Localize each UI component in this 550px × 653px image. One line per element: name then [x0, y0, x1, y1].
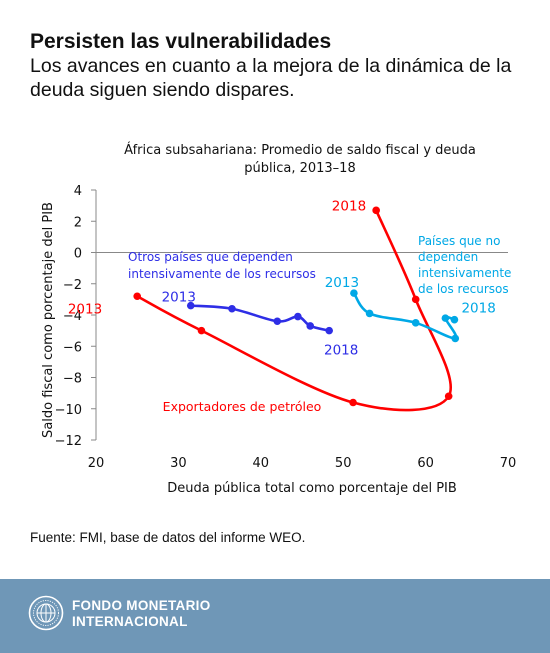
- y-tick-label: −2: [63, 278, 82, 293]
- org-name-line1: FONDO MONETARIO: [72, 598, 211, 613]
- series-label-oil-exporters: Exportadores de petróleo: [163, 399, 322, 414]
- data-point-oil-exporters: [349, 398, 357, 407]
- series-label-non-resource-intensive: intensivamente: [418, 266, 511, 280]
- y-tick-label: 0: [74, 247, 82, 262]
- org-name-line2: INTERNACIONAL: [72, 614, 188, 629]
- data-point-oil-exporters: [411, 295, 420, 304]
- footer-bar: FONDO MONETARIO INTERNACIONAL: [0, 579, 550, 653]
- data-point-other-resource-intensive: [306, 322, 315, 330]
- y-tick-label: −12: [55, 434, 82, 449]
- x-tick-label: 40: [253, 456, 270, 471]
- chart-title: África subsahariana: Promedio de saldo f…: [124, 142, 476, 158]
- chart: África subsahariana: Promedio de saldo f…: [41, 142, 517, 496]
- series-label-non-resource-intensive: Países que no: [418, 234, 500, 248]
- page-subtitle: Los avances en cuanto a la mejora de la …: [30, 55, 512, 101]
- data-point-oil-exporters: [133, 292, 141, 301]
- data-point-other-resource-intensive: [273, 317, 282, 326]
- y-tick-label: −6: [63, 340, 82, 355]
- data-point-non-resource-intensive: [350, 289, 358, 297]
- series-label-other-resource-intensive: Otros países que dependen: [128, 250, 293, 264]
- source-note: Fuente: FMI, base de datos del informe W…: [30, 530, 306, 545]
- y-tick-label: −4: [63, 309, 82, 324]
- data-point-other-resource-intensive: [228, 304, 236, 313]
- imf-seal-icon: [28, 595, 64, 631]
- year-label: 2018: [332, 198, 366, 214]
- series-label-other-resource-intensive: intensivamente de los recursos: [128, 267, 316, 281]
- year-label: 2018: [324, 343, 358, 359]
- series-label-non-resource-intensive: dependen: [418, 250, 478, 264]
- y-tick-label: −10: [55, 403, 82, 418]
- year-label: 2013: [162, 290, 196, 306]
- data-point-non-resource-intensive: [450, 315, 459, 324]
- data-point-non-resource-intensive: [451, 334, 460, 343]
- x-tick-label: 60: [417, 456, 434, 471]
- y-tick-label: 4: [74, 184, 82, 199]
- data-point-oil-exporters: [444, 392, 453, 401]
- data-point-non-resource-intensive: [441, 314, 450, 322]
- data-point-oil-exporters: [197, 326, 206, 335]
- data-point-other-resource-intensive: [186, 301, 195, 310]
- chart-title: pública, 2013–18: [244, 161, 355, 176]
- data-point-non-resource-intensive: [411, 319, 420, 327]
- year-label: 2013: [68, 301, 102, 317]
- x-tick-label: 20: [88, 456, 105, 471]
- y-tick-label: 2: [74, 215, 82, 230]
- x-tick-label: 70: [500, 456, 517, 471]
- data-point-other-resource-intensive: [325, 326, 333, 335]
- data-point-oil-exporters: [372, 206, 380, 215]
- year-label: 2013: [325, 275, 359, 291]
- data-point-non-resource-intensive: [365, 309, 374, 318]
- series-line-oil-exporters: [136, 209, 452, 412]
- x-tick-label: 30: [170, 456, 187, 471]
- year-label: 2018: [461, 301, 495, 317]
- series-label-non-resource-intensive: de los recursos: [418, 282, 509, 296]
- y-axis-label: Saldo fiscal como porcentaje del PIB: [41, 202, 56, 438]
- x-axis-label: Deuda pública total como porcentaje del …: [167, 481, 457, 496]
- data-point-other-resource-intensive: [294, 312, 302, 321]
- y-tick-label: −8: [63, 372, 82, 387]
- x-tick-label: 50: [335, 456, 352, 471]
- page-title: Persisten las vulnerabilidades: [30, 30, 332, 53]
